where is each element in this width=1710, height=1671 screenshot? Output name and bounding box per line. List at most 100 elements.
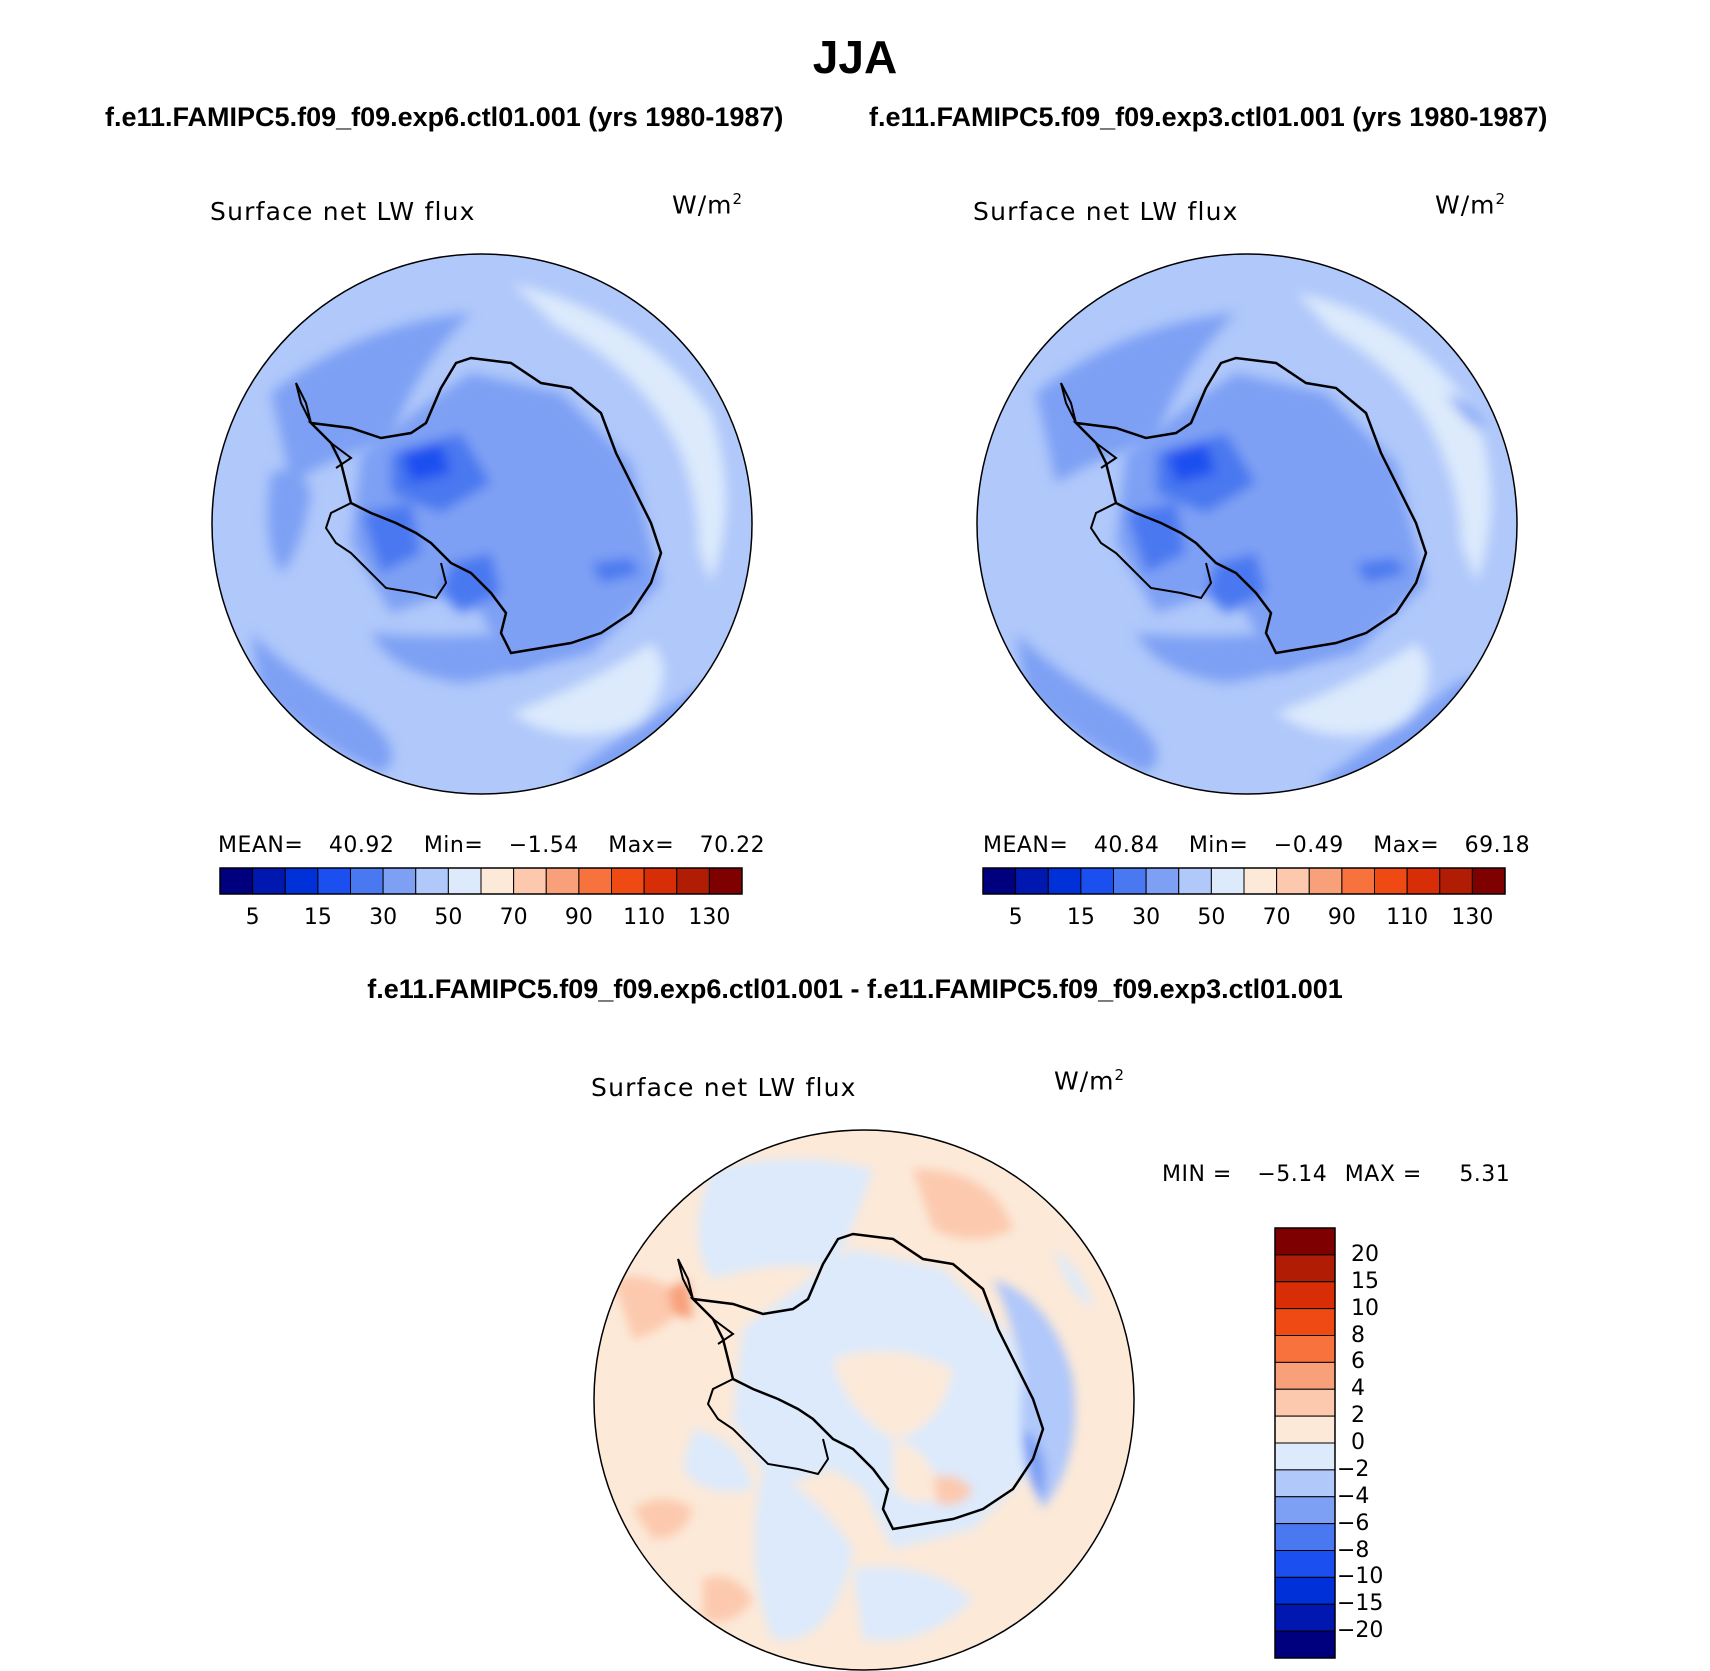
panel-left-stats: MEAN= 40.92 Min= −1.54 Max= 70.22	[218, 833, 765, 858]
colorbar-outline	[982, 867, 1506, 895]
colorbar-box	[708, 867, 743, 895]
colorbar-tick-label: 15	[303, 905, 332, 930]
panel-right-units: W/m2	[1435, 190, 1507, 220]
colorbar-tick-label: 8	[1351, 1322, 1365, 1348]
colorbar-box	[350, 867, 384, 895]
panel-left-label: Surface net LW flux	[210, 197, 476, 226]
colorbar-box	[480, 867, 515, 895]
colorbar-tick-label: 70	[499, 905, 528, 930]
colorbar-tick-label: −20	[1337, 1618, 1384, 1644]
colorbar-tick-label: 30	[1132, 905, 1161, 930]
max-label: Max=	[1373, 833, 1440, 858]
colorbar-box	[1243, 867, 1278, 895]
mean-value: 40.92	[328, 833, 395, 858]
colorbar-left	[219, 867, 743, 895]
max-value: 69.18	[1464, 833, 1531, 858]
colorbar-outline	[219, 867, 743, 895]
colorbar-box	[1274, 1630, 1336, 1659]
colorbar-tick-label: 110	[1386, 905, 1429, 930]
colorbar-box	[1274, 1469, 1336, 1498]
case-title-right: f.e11.FAMIPC5.f09_f09.exp3.ctl01.001 (yr…	[869, 102, 1548, 132]
max-value: 70.22	[699, 833, 766, 858]
colorbar-tick-label: 50	[434, 905, 463, 930]
min-label: MIN =	[1162, 1162, 1232, 1187]
colorbar-box	[219, 867, 254, 895]
colorbar-box	[1274, 1415, 1336, 1444]
colorbar-difference	[1274, 1227, 1336, 1659]
colorbar-tick-label: 130	[1451, 905, 1494, 930]
colorbar-tick-label: 5	[1008, 905, 1023, 930]
colorbar-box	[1274, 1254, 1336, 1283]
colorbar-box	[1341, 867, 1375, 895]
case-title-left: f.e11.FAMIPC5.f09_f09.exp6.ctl01.001 (yr…	[105, 102, 784, 132]
min-value: −5.14	[1257, 1162, 1328, 1187]
mean-label: MEAN=	[218, 833, 304, 858]
difference-units: W/m2	[1054, 1066, 1126, 1096]
max-label: MAX =	[1344, 1162, 1422, 1187]
colorbar-box	[382, 867, 417, 895]
colorbar-box	[545, 867, 580, 895]
colorbar-tick-label: −10	[1337, 1564, 1384, 1590]
colorbar-box	[1274, 1335, 1336, 1363]
colorbar-box	[1374, 867, 1408, 895]
colorbar-box	[447, 867, 482, 895]
colorbar-box	[1274, 1603, 1336, 1632]
colorbar-tick-label: 50	[1197, 905, 1226, 930]
min-value: −0.49	[1273, 833, 1344, 858]
colorbar-box	[1274, 1281, 1336, 1310]
max-label: Max=	[608, 833, 675, 858]
colorbar-box	[1274, 1496, 1336, 1525]
colorbar-outline	[1274, 1227, 1336, 1659]
difference-label: Surface net LW flux	[591, 1073, 857, 1102]
min-label: Min=	[1188, 833, 1249, 858]
colorbar-tick-label: 130	[688, 905, 731, 930]
colorbar-box	[1471, 867, 1506, 895]
panel-left-units: W/m2	[672, 190, 744, 220]
colorbar-box	[1308, 867, 1343, 895]
mean-label: MEAN=	[983, 833, 1069, 858]
colorbar-box	[1274, 1227, 1336, 1256]
colorbar-tick-label: −6	[1337, 1510, 1370, 1536]
colorbar-box	[1274, 1308, 1336, 1336]
colorbar-box	[643, 867, 678, 895]
difference-title: f.e11.FAMIPC5.f09_f09.exp6.ctl01.001 - f…	[367, 974, 1343, 1004]
colorbar-box	[1406, 867, 1441, 895]
colorbar-box	[1274, 1388, 1336, 1417]
colorbar-box	[982, 867, 1017, 895]
colorbar-box	[513, 867, 547, 895]
colorbar-box	[1047, 867, 1082, 895]
colorbar-box	[1274, 1576, 1336, 1605]
colorbar-box	[252, 867, 286, 895]
colorbar-tick-label: 90	[564, 905, 593, 930]
colorbar-tick-label: 6	[1351, 1349, 1365, 1375]
colorbar-tick-label: 4	[1351, 1376, 1365, 1402]
colorbar-right-ticks: 5 15 30 50 70 90 110 130	[983, 905, 1505, 935]
min-value: −1.54	[508, 833, 579, 858]
colorbar-tick-label: 10	[1351, 1295, 1379, 1321]
colorbar-box	[611, 867, 645, 895]
colorbar-box	[1274, 1550, 1336, 1578]
colorbar-tick-label: 70	[1262, 905, 1291, 930]
colorbar-box	[1274, 1523, 1336, 1551]
min-label: Min=	[423, 833, 484, 858]
colorbar-box	[317, 867, 351, 895]
colorbar-tick-label: −8	[1337, 1537, 1370, 1563]
mean-value: 40.84	[1093, 833, 1160, 858]
colorbar-box	[1439, 867, 1473, 895]
colorbar-box	[1276, 867, 1310, 895]
colorbar-tick-label: 2	[1351, 1403, 1365, 1429]
colorbar-box	[1274, 1442, 1336, 1471]
colorbar-box	[284, 867, 319, 895]
panel-right-label: Surface net LW flux	[973, 197, 1239, 226]
difference-stats: MIN = −5.14 MAX = 5.31	[1162, 1162, 1510, 1187]
colorbar-box	[1145, 867, 1180, 895]
colorbar-tick-label: −15	[1337, 1591, 1384, 1617]
colorbar-tick-label: 30	[369, 905, 398, 930]
colorbar-box	[415, 867, 449, 895]
colorbar-tick-label: 0	[1351, 1430, 1365, 1455]
colorbar-tick-label: −4	[1337, 1483, 1370, 1509]
colorbar-tick-label: 90	[1327, 905, 1356, 930]
colorbar-tick-label: −2	[1337, 1456, 1370, 1482]
colorbar-box	[676, 867, 710, 895]
polar-map-difference	[593, 1129, 1135, 1671]
